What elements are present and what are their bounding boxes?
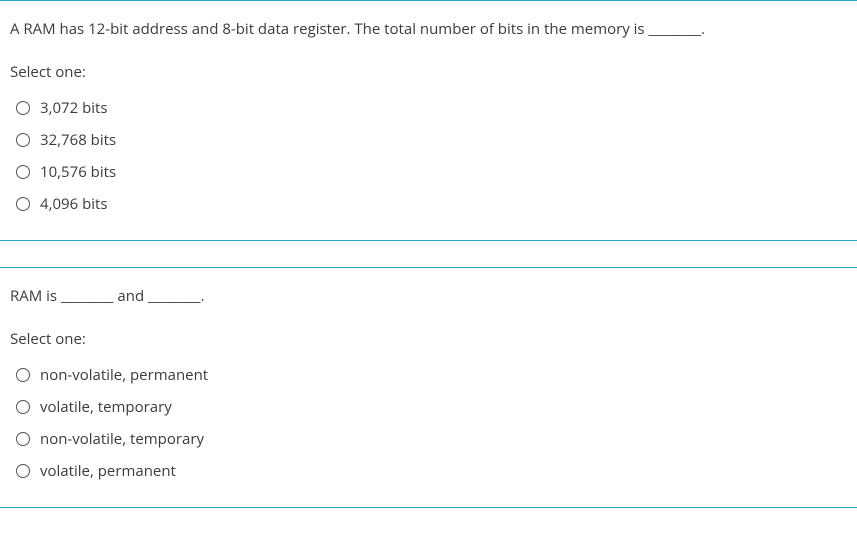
option-label: non-volatile, temporary bbox=[40, 429, 204, 449]
option-row[interactable]: non-volatile, permanent bbox=[10, 359, 847, 391]
option-label: 3,072 bits bbox=[40, 98, 108, 118]
question-block-1: A RAM has 12-bit address and 8-bit data … bbox=[0, 0, 857, 241]
option-label: volatile, temporary bbox=[40, 397, 172, 417]
select-one-prompt: Select one: bbox=[10, 329, 847, 349]
option-row[interactable]: 3,072 bits bbox=[10, 92, 847, 124]
option-label: 10,576 bits bbox=[40, 162, 116, 182]
option-row[interactable]: 10,576 bits bbox=[10, 156, 847, 188]
radio-icon[interactable] bbox=[16, 101, 30, 115]
radio-icon[interactable] bbox=[16, 464, 30, 478]
radio-icon[interactable] bbox=[16, 368, 30, 382]
radio-icon[interactable] bbox=[16, 165, 30, 179]
question-block-2: RAM is ________ and ________. Select one… bbox=[0, 267, 857, 508]
option-row[interactable]: 32,768 bits bbox=[10, 124, 847, 156]
radio-icon[interactable] bbox=[16, 133, 30, 147]
option-label: non-volatile, permanent bbox=[40, 365, 208, 385]
radio-icon[interactable] bbox=[16, 197, 30, 211]
option-row[interactable]: non-volatile, temporary bbox=[10, 423, 847, 455]
option-label: volatile, permanent bbox=[40, 461, 176, 481]
question-text: A RAM has 12-bit address and 8-bit data … bbox=[10, 19, 847, 40]
radio-icon[interactable] bbox=[16, 432, 30, 446]
option-label: 32,768 bits bbox=[40, 130, 116, 150]
option-label: 4,096 bits bbox=[40, 194, 108, 214]
option-row[interactable]: volatile, permanent bbox=[10, 455, 847, 487]
question-text: RAM is ________ and ________. bbox=[10, 286, 847, 307]
select-one-prompt: Select one: bbox=[10, 62, 847, 82]
option-row[interactable]: 4,096 bits bbox=[10, 188, 847, 220]
radio-icon[interactable] bbox=[16, 400, 30, 414]
option-row[interactable]: volatile, temporary bbox=[10, 391, 847, 423]
